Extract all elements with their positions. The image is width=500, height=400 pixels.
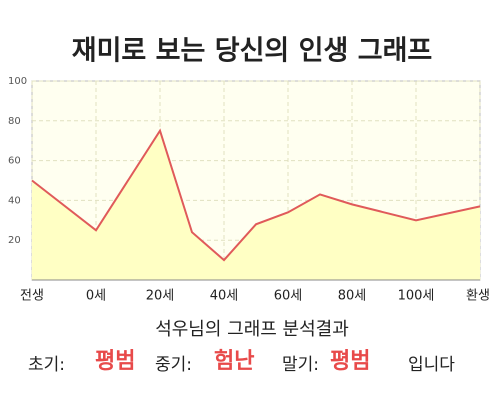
analysis-result: 험난: [214, 348, 254, 374]
analysis-result: 평범: [95, 349, 135, 374]
analysis-label: 말기:: [282, 355, 319, 375]
x-tick-label: 60세: [274, 289, 303, 304]
x-tick-label: 40세: [210, 289, 239, 304]
area: [32, 130, 480, 280]
x-tick-label: 환생: [466, 289, 490, 304]
analysis-heading: 석우님의 그래프 분석결과: [155, 319, 349, 340]
y-tick-label: 40: [8, 195, 21, 206]
x-tick-label: 100세: [398, 289, 435, 304]
y-tick-label: 100: [8, 76, 27, 87]
x-tick-label: 0세: [86, 289, 106, 304]
x-tick-label: 20세: [146, 289, 175, 304]
analysis-label: 초기:: [28, 355, 65, 375]
analysis-result: 평범: [330, 349, 370, 374]
analysis-line: 초기: 평범 중기: 험난 말기: 평범 입니다: [28, 348, 455, 375]
y-tick-label: 80: [8, 116, 21, 127]
analysis-ending: 입니다: [408, 355, 455, 375]
x-tick-label: 전생: [20, 289, 44, 304]
chart-title: 재미로 보는 당신의 인생 그래프: [72, 36, 433, 67]
y-tick-label: 20: [8, 235, 21, 246]
x-tick-label: 80세: [338, 289, 367, 304]
y-tick-label: 60: [8, 156, 21, 167]
line: [31, 128, 481, 262]
analysis-label: 중기:: [155, 355, 192, 375]
